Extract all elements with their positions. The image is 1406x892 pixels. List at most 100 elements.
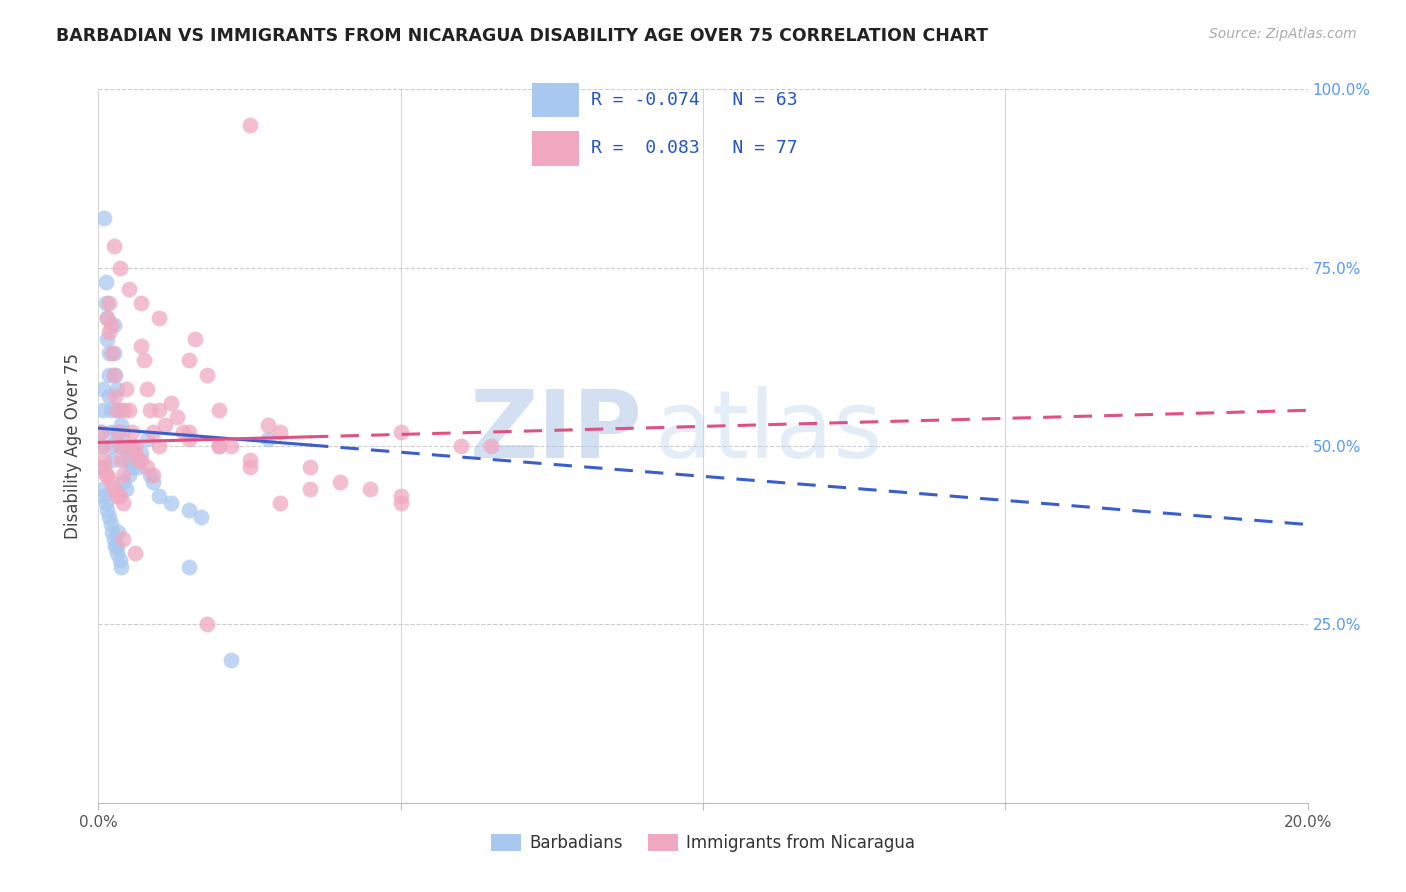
Point [104,389,127,403]
Point [104,539,127,553]
Point [108,403,131,417]
Point [129,296,152,310]
Legend: Barbadians, Immigrants from Nicaragua: Barbadians, Immigrants from Nicaragua [484,827,922,859]
Point [100,517,122,532]
Point [124,439,146,453]
Point [105,403,128,417]
Point [90,460,112,475]
Point [148,489,170,503]
Point [118,439,141,453]
Point [94,467,117,482]
Point [111,496,134,510]
Point [172,425,194,439]
Point [94,275,117,289]
Point [153,417,176,432]
Point [179,432,201,446]
Point [108,260,131,275]
Point [184,332,207,346]
Text: Source: ZipAtlas.com: Source: ZipAtlas.com [1209,27,1357,41]
Point [94,296,117,310]
Point [90,425,112,439]
Point [108,439,131,453]
Point [481,439,503,453]
Point [221,653,243,667]
Point [91,382,114,396]
Point [98,389,121,403]
Point [135,460,157,475]
Point [118,467,141,482]
Point [142,425,165,439]
Point [114,453,136,467]
Point [111,532,134,546]
Text: atlas: atlas [655,385,883,478]
Point [96,467,118,482]
Point [239,453,262,467]
Point [107,425,129,439]
Point [110,560,132,574]
Point [103,368,125,382]
Point [96,503,118,517]
Point [100,475,122,489]
Point [91,403,114,417]
Point [148,439,170,453]
Point [107,524,129,539]
Point [103,346,125,360]
Point [111,467,134,482]
Point [118,453,141,467]
Point [179,503,201,517]
Point [96,310,118,325]
Point [105,403,128,417]
Point [389,425,412,439]
Point [103,482,125,496]
Point [100,453,122,467]
Point [256,432,278,446]
Point [118,403,141,417]
Point [239,118,262,132]
Point [97,346,120,360]
Y-axis label: Disability Age Over 75: Disability Age Over 75 [65,353,83,539]
Point [100,524,122,539]
Point [179,425,201,439]
Point [100,403,122,417]
Point [114,482,136,496]
Point [103,239,125,253]
Point [90,425,112,439]
Point [124,546,146,560]
Point [108,439,131,453]
Point [124,453,146,467]
Point [118,282,141,296]
Point [98,510,121,524]
Point [269,496,291,510]
Point [269,425,291,439]
Point [389,496,412,510]
Point [97,325,120,339]
Point [112,403,135,417]
Point [108,553,131,567]
Point [105,539,128,553]
Point [103,318,125,332]
Point [127,453,149,467]
Point [124,446,146,460]
Point [98,296,121,310]
Text: R =  0.083   N = 77: R = 0.083 N = 77 [591,139,797,157]
Point [114,382,136,396]
Point [107,425,129,439]
Point [135,432,157,446]
Point [103,532,125,546]
Point [108,489,131,503]
Point [139,467,162,482]
Point [105,546,128,560]
Point [105,489,128,503]
Point [142,467,165,482]
Point [96,310,118,325]
Point [160,396,183,410]
Point [299,460,322,475]
Point [208,439,231,453]
Point [221,439,243,453]
Point [98,368,121,382]
Point [256,417,278,432]
Point [110,453,132,467]
Point [111,425,134,439]
Point [124,453,146,467]
Point [299,482,322,496]
